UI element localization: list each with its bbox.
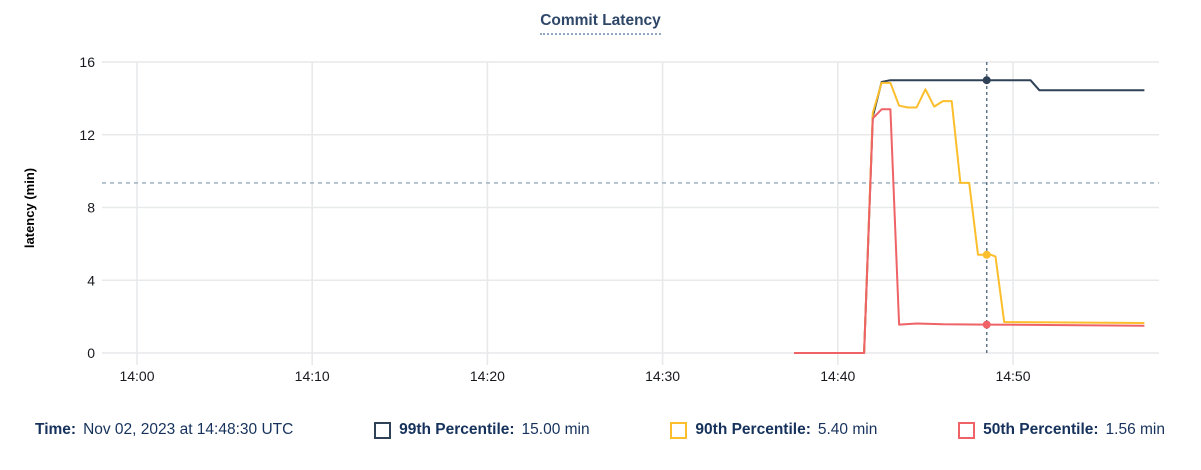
chart-legend: Time: Nov 02, 2023 at 14:48:30 UTC 99th … (35, 421, 1165, 439)
y-axis-label: latency (min) (22, 168, 37, 248)
p90-swatch-icon (670, 421, 688, 439)
series-line-50th (794, 108, 1145, 354)
cursor-dot-99th (982, 76, 991, 85)
y-tick-label: 12 (79, 127, 95, 143)
p99-swatch-icon (374, 421, 392, 439)
y-tick-label: 8 (87, 200, 95, 216)
p50-swatch-icon (958, 421, 976, 439)
p99-value: 15.00 min (521, 421, 590, 438)
time-label: Time: (35, 421, 77, 438)
time-value: Nov 02, 2023 at 14:48:30 UTC (83, 421, 294, 438)
y-tick-label: 0 (87, 345, 95, 361)
chart-title[interactable]: Commit Latency (540, 12, 661, 35)
p90-label: 90th Percentile: (695, 421, 811, 438)
y-tick-label: 16 (79, 54, 95, 70)
y-tick-label: 4 (87, 272, 95, 288)
cursor-dot-50th (982, 320, 991, 329)
x-tick-label: 14:00 (119, 368, 154, 384)
x-tick-label: 14:10 (295, 368, 330, 384)
legend-item-90th-percentile[interactable]: 90th Percentile: 5.40 min (670, 421, 877, 439)
x-tick-label: 14:50 (995, 368, 1030, 384)
legend-item-50th-percentile[interactable]: 50th Percentile: 1.56 min (958, 421, 1165, 439)
chart-header: Commit Latency (0, 12, 1201, 35)
commit-latency-chart[interactable]: 0 4 8 12 16 14:00 14:10 14:20 14:30 14:40 14:50 lat… (0, 0, 1201, 405)
cursor-time-readout: Time: Nov 02, 2023 at 14:48:30 UTC (35, 421, 293, 439)
p90-value: 5.40 min (817, 421, 878, 438)
x-tick-label: 14:20 (470, 368, 505, 384)
series-line-99th (794, 79, 1145, 354)
p50-label: 50th Percentile: (983, 421, 1099, 438)
x-tick-label: 14:30 (645, 368, 680, 384)
p50-value: 1.56 min (1105, 421, 1165, 438)
p99-label: 99th Percentile: (399, 421, 515, 438)
cursor-dot-90th (982, 250, 991, 259)
x-tick-label: 14:40 (820, 368, 855, 384)
series-line-90th (794, 81, 1145, 354)
legend-item-99th-percentile[interactable]: 99th Percentile: 15.00 min (374, 421, 590, 439)
